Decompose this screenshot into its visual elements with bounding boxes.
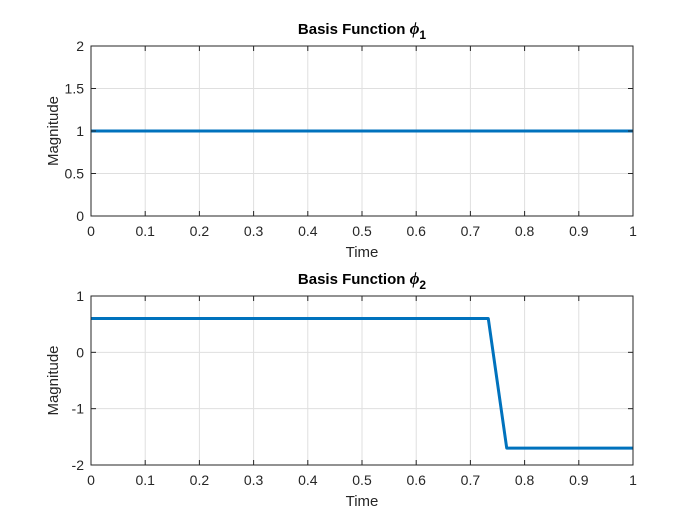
x-tick-label: 0.4	[298, 472, 318, 488]
x-axis-label: Time	[346, 493, 379, 510]
x-tick-label: 0.2	[190, 223, 210, 239]
x-tick-label: 0.1	[135, 223, 155, 239]
x-tick-label: 1	[629, 223, 637, 239]
x-tick-label: 0.6	[406, 223, 426, 239]
y-tick-label: 1	[76, 288, 84, 304]
x-tick-label: 0.7	[461, 472, 481, 488]
x-tick-label: 0.8	[515, 472, 535, 488]
x-tick-label: 0	[87, 223, 95, 239]
y-axis-label: Magnitude	[45, 345, 62, 415]
subplot-1: 0 0.1 0.2 0.3 0.4 0.5 0.6 0.7 0.8 0.9 1 0 0.5 1 1.5 2 Ti…	[45, 19, 637, 261]
x-tick-label: 0.5	[352, 223, 372, 239]
y-tick-label: 1	[76, 123, 84, 139]
y-tick-label: 2	[76, 38, 84, 54]
x-tick-label: 0.8	[515, 223, 535, 239]
y-tick-label: 0	[76, 208, 84, 224]
chart-title: Basis Function ϕ1	[298, 19, 427, 42]
subplot-2: 0 0.1 0.2 0.3 0.4 0.5 0.6 0.7 0.8 0.9 1 -2 -1 0 1 Time M…	[45, 269, 637, 510]
x-tick-label: 0.5	[352, 472, 372, 488]
x-tick-label: 0.3	[244, 472, 264, 488]
x-tick-label: 0.7	[461, 223, 481, 239]
x-tick-label: 0.2	[190, 472, 210, 488]
y-axis-label: Magnitude	[45, 96, 62, 166]
x-tick-label: 0.9	[569, 223, 589, 239]
x-tick-label: 0.3	[244, 223, 264, 239]
x-tick-label: 1	[629, 472, 637, 488]
series-line-1	[91, 317, 633, 450]
x-tick-label: 0.1	[135, 472, 155, 488]
y-tick-label: 1.5	[65, 81, 85, 97]
chart-title: Basis Function ϕ2	[298, 269, 427, 292]
x-tick-label: 0.9	[569, 472, 589, 488]
y-tick-label: 0.5	[65, 166, 85, 182]
x-tick-label: 0.4	[298, 223, 318, 239]
y-tick-label: -2	[72, 457, 85, 473]
x-tick-label: 0.6	[406, 472, 426, 488]
y-tick-label: 0	[76, 344, 84, 360]
x-tick-label: 0	[87, 472, 95, 488]
y-tick-label: -1	[72, 401, 85, 417]
x-axis-label: Time	[346, 244, 379, 261]
